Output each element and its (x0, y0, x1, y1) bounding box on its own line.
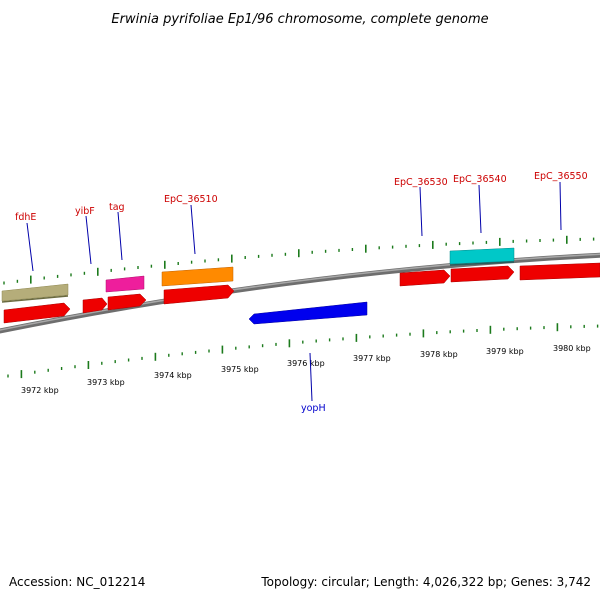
yibF-gene[interactable] (82, 297, 108, 314)
EpC_36540-track[interactable] (449, 247, 515, 265)
gene-label-fdhE[interactable]: fdhE (15, 212, 36, 223)
EpC_36530-gene[interactable] (399, 269, 451, 287)
fdhE-track[interactable] (1, 283, 69, 302)
yopH-gene[interactable] (248, 301, 368, 325)
features (1, 247, 600, 325)
gene-labels: fdhE yibF tag EpC_36510 EpC_36530 EpC_36… (15, 171, 588, 414)
tag-gene[interactable] (107, 293, 147, 311)
EpC_36550-gene[interactable] (519, 262, 600, 281)
EpC_36540-gene[interactable] (450, 265, 515, 283)
scale-label: 3979 kbp (486, 347, 524, 356)
scale-label: 3977 kbp (353, 354, 391, 363)
accession-label: Accession: NC_012214 (9, 575, 145, 589)
gene-callouts (26, 181, 562, 402)
EpC_36510-gene[interactable] (163, 284, 235, 305)
scale-label: 3972 kbp (21, 386, 59, 395)
scale-label: 3978 kbp (420, 350, 458, 359)
tag-track[interactable] (105, 275, 145, 293)
upper-tick-track (3, 235, 595, 285)
gene-label-tag[interactable]: tag (109, 202, 125, 213)
chromosome-backbone (0, 252, 600, 334)
genome-summary: Topology: circular; Length: 4,026,322 bp… (260, 575, 591, 589)
gene-label-EpC_36530[interactable]: EpC_36530 (394, 177, 448, 188)
scale-label: 3975 kbp (221, 365, 259, 374)
gene-label-yibF[interactable]: yibF (75, 206, 95, 217)
scale-label: 3974 kbp (154, 371, 192, 380)
scale-tick-track (7, 323, 599, 379)
scale-label: 3976 kbp (287, 359, 325, 368)
fdhE-gene[interactable] (3, 302, 71, 324)
gene-label-EpC_36540[interactable]: EpC_36540 (453, 174, 507, 185)
scale-label: 3973 kbp (87, 378, 125, 387)
EpC_36510-track[interactable] (161, 266, 234, 287)
gene-label-EpC_36550[interactable]: EpC_36550 (534, 171, 588, 182)
gene-label-EpC_36510[interactable]: EpC_36510 (164, 194, 218, 205)
scale-label: 3980 kbp (553, 344, 591, 353)
map-title: Erwinia pyrifoliae Ep1/96 chromosome, co… (111, 12, 488, 27)
scale-labels: 3972 kbp 3973 kbp 3974 kbp 3975 kbp 3976… (21, 344, 591, 395)
gene-label-yopH[interactable]: yopH (301, 403, 326, 414)
